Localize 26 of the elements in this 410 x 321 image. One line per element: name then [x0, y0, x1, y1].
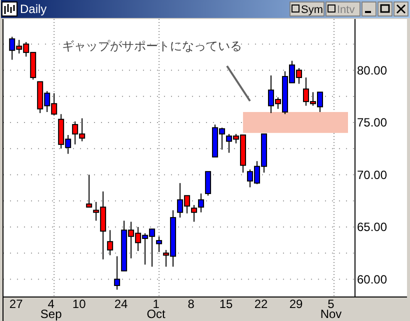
y-tick-label: 80.00 [357, 63, 388, 78]
candlestick [156, 236, 162, 253]
y-tick-label: 65.00 [357, 220, 388, 234]
y-tick-label: 60.00 [357, 272, 388, 286]
x-tick-label: 27 [9, 297, 24, 311]
candlestick [107, 230, 114, 256]
text: Sym [301, 4, 323, 16]
candlestick [114, 256, 120, 290]
y-tick-label: 70.00 [357, 168, 388, 182]
candlestick [86, 174, 92, 208]
x-tick-label: 22 [254, 297, 268, 311]
candlestick [205, 171, 212, 196]
x-tick-label: 5 Nov [320, 297, 342, 321]
x-tick-label: 4 Sep [40, 297, 62, 321]
candlestick [198, 193, 204, 213]
x-tick-label: 29 [289, 297, 304, 311]
x-tick-label: 24 [114, 297, 128, 311]
annotation: ギャップがサポートになっている [62, 39, 242, 53]
y-tick-label: 75.00 [357, 116, 388, 130]
chart-title: Daily [20, 2, 47, 16]
x-tick-label: 1 Oct [146, 297, 166, 321]
candlestick [191, 204, 198, 222]
x-tick-label: 15 [219, 297, 234, 311]
x-tick-label: 10 [72, 297, 86, 311]
text: Intv [337, 4, 356, 16]
x-tick-label: 8 [188, 297, 195, 311]
